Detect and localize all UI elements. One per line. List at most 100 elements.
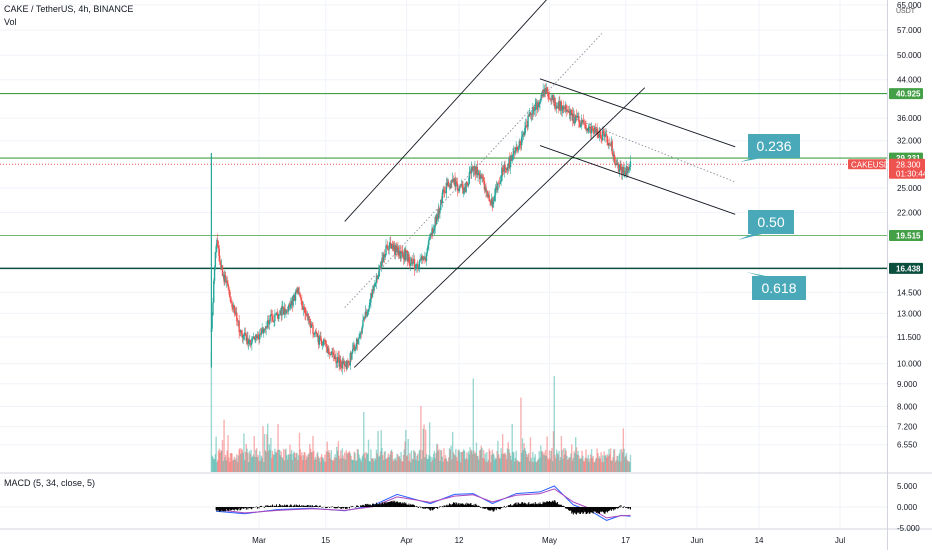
- candle-body: [327, 348, 329, 353]
- volume-bar: [243, 433, 245, 472]
- volume-bar: [536, 460, 539, 472]
- candle-body: [344, 361, 346, 367]
- candle-body: [323, 339, 325, 342]
- volume-bar: [380, 430, 382, 472]
- volume-bar: [592, 455, 594, 472]
- volume-bar: [267, 451, 270, 472]
- candle-body: [232, 305, 235, 309]
- volume-bar: [255, 449, 257, 472]
- volume-bar: [218, 448, 221, 472]
- candle-body: [614, 163, 617, 166]
- candle-body: [522, 132, 525, 135]
- volume-bar: [303, 452, 305, 472]
- volume-bar: [494, 457, 497, 472]
- candle-body: [536, 102, 539, 110]
- volume-bar: [286, 459, 289, 472]
- volume-bar: [593, 461, 595, 472]
- candle-body: [324, 339, 326, 341]
- candle-body: [546, 87, 548, 93]
- candle-body: [282, 306, 285, 315]
- candle-body: [504, 164, 506, 168]
- candle-body: [230, 301, 232, 303]
- volume-bar: [449, 449, 451, 472]
- volume-bar: [586, 459, 589, 472]
- candle-body: [423, 257, 425, 260]
- candle-body: [604, 135, 606, 137]
- fib-callout-box: [740, 134, 800, 162]
- volume-bar: [482, 450, 485, 472]
- candle-body: [553, 98, 555, 103]
- candle-body: [213, 280, 215, 303]
- candle-body: [475, 166, 478, 175]
- candle-body: [309, 322, 312, 328]
- candle-body: [446, 182, 448, 186]
- volume-bar: [537, 459, 540, 472]
- candle-body: [584, 123, 586, 125]
- volume-bar: [454, 455, 456, 472]
- volume-bar: [528, 461, 531, 472]
- volume-bar: [492, 453, 494, 472]
- candle-body: [422, 257, 424, 260]
- time-tick-label: Apr: [400, 536, 413, 545]
- volume-bar: [359, 459, 362, 472]
- candle-body: [455, 181, 458, 184]
- volume-bar: [571, 444, 573, 472]
- candle-body: [417, 267, 420, 269]
- time-tick-label: 12: [455, 536, 464, 545]
- volume-bar: [546, 436, 548, 472]
- volume-bar: [550, 450, 552, 472]
- candle-body: [385, 245, 387, 256]
- candle-body: [449, 185, 451, 188]
- candle-body: [347, 360, 350, 363]
- candle-body: [367, 308, 370, 312]
- volume-bar: [313, 450, 315, 472]
- candle-body: [621, 170, 623, 174]
- candle-body: [515, 147, 517, 152]
- volume-bar: [543, 452, 545, 472]
- volume-bar: [532, 451, 534, 472]
- volume-bar: [471, 450, 473, 472]
- volume-bar: [470, 449, 472, 472]
- volume-bar: [617, 456, 619, 472]
- candle-body: [567, 110, 569, 111]
- volume-bar: [621, 452, 624, 472]
- candle-body: [384, 255, 386, 258]
- symbol-title: CAKE / TetherUS, 4h, BINANCE: [4, 4, 134, 14]
- volume-bar: [467, 459, 469, 472]
- volume-bar: [309, 448, 312, 472]
- candle-body: [305, 314, 308, 316]
- candle-body: [532, 107, 535, 111]
- candle-body: [426, 248, 428, 254]
- volume-bar: [567, 458, 570, 472]
- candle-body: [613, 154, 615, 157]
- candle-body: [545, 87, 548, 94]
- volume-bar: [288, 454, 290, 472]
- volume-bar: [408, 460, 410, 472]
- candle-body: [482, 176, 484, 179]
- candle-body: [383, 254, 386, 258]
- candle-body: [414, 268, 417, 270]
- candle-body: [369, 302, 371, 306]
- volume-bar: [613, 449, 616, 472]
- volume-bar: [491, 449, 494, 472]
- volume-bar: [463, 449, 465, 472]
- volume-bar: [553, 376, 555, 472]
- candle-body: [379, 266, 382, 268]
- candle-body: [265, 326, 267, 329]
- volume-bar: [629, 454, 632, 472]
- volume-bar: [602, 462, 605, 472]
- volume-bar: [482, 457, 484, 472]
- volume-bar: [413, 450, 415, 472]
- volume-bar: [255, 448, 258, 472]
- volume-bar: [615, 460, 617, 472]
- volume-bar: [521, 452, 523, 472]
- candle-body: [490, 201, 492, 205]
- candle-body: [451, 179, 454, 182]
- volume-bar: [466, 452, 468, 472]
- volume-bar: [435, 452, 437, 472]
- candle-body: [260, 332, 263, 335]
- volume-bar: [465, 458, 467, 472]
- candle-body: [420, 259, 422, 261]
